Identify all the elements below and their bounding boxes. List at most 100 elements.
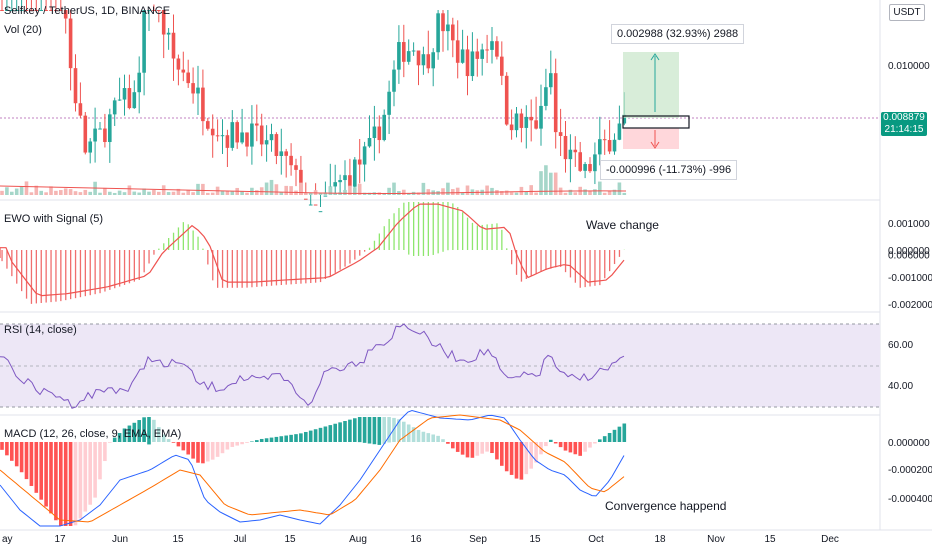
macd-legend[interactable]: MACD (12, 26, close, 9, EMA, EMA) (4, 428, 182, 440)
convergence-annotation[interactable]: Convergence happend (605, 499, 727, 513)
volume-bar (117, 190, 122, 195)
volume-bar (19, 186, 24, 195)
stop-arrow-head (650, 141, 660, 149)
volume-bar (308, 192, 313, 195)
ewo-bar (30, 250, 33, 304)
candle-body (406, 51, 411, 62)
candle-body (421, 54, 426, 66)
candle-body (49, 10, 53, 11)
candle-body (44, 10, 48, 11)
macd-bar (519, 442, 524, 480)
candle-body (529, 116, 533, 121)
volume-bar (451, 189, 455, 195)
ewo-legend[interactable]: EWO with Signal (5) (4, 213, 104, 225)
macd-bar (441, 439, 445, 442)
candle-body (353, 159, 357, 187)
macd-bar (343, 421, 347, 442)
candle-body (284, 151, 288, 156)
candle-body (431, 52, 435, 69)
macd-bar (103, 442, 107, 462)
ewo-bar (368, 247, 371, 250)
ewo-bar (535, 250, 537, 274)
ewo-bar (226, 250, 229, 288)
macd-bar (612, 429, 617, 442)
time-axis-label: Jul (234, 534, 247, 545)
currency-button[interactable]: USDT (889, 4, 925, 21)
volume-bar (201, 183, 205, 195)
macd-bar (171, 442, 176, 443)
volume-bar (191, 192, 195, 195)
candle-body (514, 113, 519, 131)
macd-bar (514, 442, 519, 479)
time-axis-label: Nov (707, 534, 725, 545)
time-axis-label: 15 (172, 534, 184, 545)
volume-bar (333, 192, 337, 195)
symbol-title[interactable]: Selfkey / TetherUS, 1D, BINANCE (4, 5, 171, 17)
ewo-bar (310, 250, 312, 284)
rsi-legend[interactable]: RSI (14, close) (4, 324, 77, 336)
ewo-bar (305, 250, 307, 284)
volume-legend[interactable]: Vol (20) (4, 24, 42, 36)
volume-bar (122, 192, 127, 195)
candle-body (235, 122, 239, 143)
candle-body (470, 51, 475, 77)
candle-body (264, 140, 269, 145)
volume-bar (455, 187, 460, 195)
ewo-bar (221, 250, 224, 288)
macd-bar (534, 442, 538, 463)
candle-body (201, 87, 205, 122)
candle-body (426, 54, 431, 69)
candle-body (19, 10, 24, 11)
macd-bar (284, 435, 288, 442)
ewo-bar (143, 250, 145, 273)
volume-bar (210, 192, 215, 195)
candle-body (157, 10, 161, 11)
candle-body (29, 10, 34, 11)
ewo-bar (182, 222, 184, 250)
candle-body (441, 13, 445, 32)
macd-bar (372, 417, 377, 445)
ewo-bar (45, 250, 47, 303)
macd-bar (147, 417, 151, 445)
volume-bar (514, 192, 519, 195)
macd-bar (465, 442, 470, 458)
macd-bar (598, 439, 602, 442)
candle-body (480, 49, 484, 59)
macd-bar (132, 422, 137, 442)
macd-bar (338, 422, 342, 442)
volume-bar (568, 189, 573, 195)
macd-bar (259, 438, 264, 442)
candle-body (392, 69, 396, 92)
volume-bar (171, 191, 176, 195)
ewo-bar (579, 250, 581, 288)
volume-bar (83, 189, 88, 195)
candle-body (490, 41, 494, 50)
candle-body (220, 135, 225, 137)
candle-body (553, 73, 558, 133)
macd-bar (108, 442, 112, 443)
volume-bar (274, 184, 279, 195)
volume-bar (196, 183, 200, 195)
candle-body (593, 154, 597, 172)
macd-bar (553, 442, 558, 444)
volume-bar (88, 191, 92, 195)
macd-bar (152, 419, 156, 442)
candle-body (622, 114, 627, 124)
ewo-bar (560, 250, 562, 267)
macd-bar (367, 417, 372, 444)
ewo-bar (476, 225, 478, 250)
macd-bar (485, 442, 489, 452)
candle-body (402, 42, 406, 62)
wave-change-annotation[interactable]: Wave change (586, 218, 659, 232)
ewo-bar (432, 202, 434, 255)
ewo-bar (486, 224, 488, 250)
macd-bar (39, 442, 43, 500)
candle-body (0, 10, 4, 11)
candle-body (455, 40, 460, 63)
candle-body (274, 134, 279, 156)
ewo-bar (525, 250, 527, 279)
volume-bar (353, 187, 357, 195)
macd-scale-label: -0.000400 (888, 494, 932, 505)
macd-bar (411, 427, 416, 442)
